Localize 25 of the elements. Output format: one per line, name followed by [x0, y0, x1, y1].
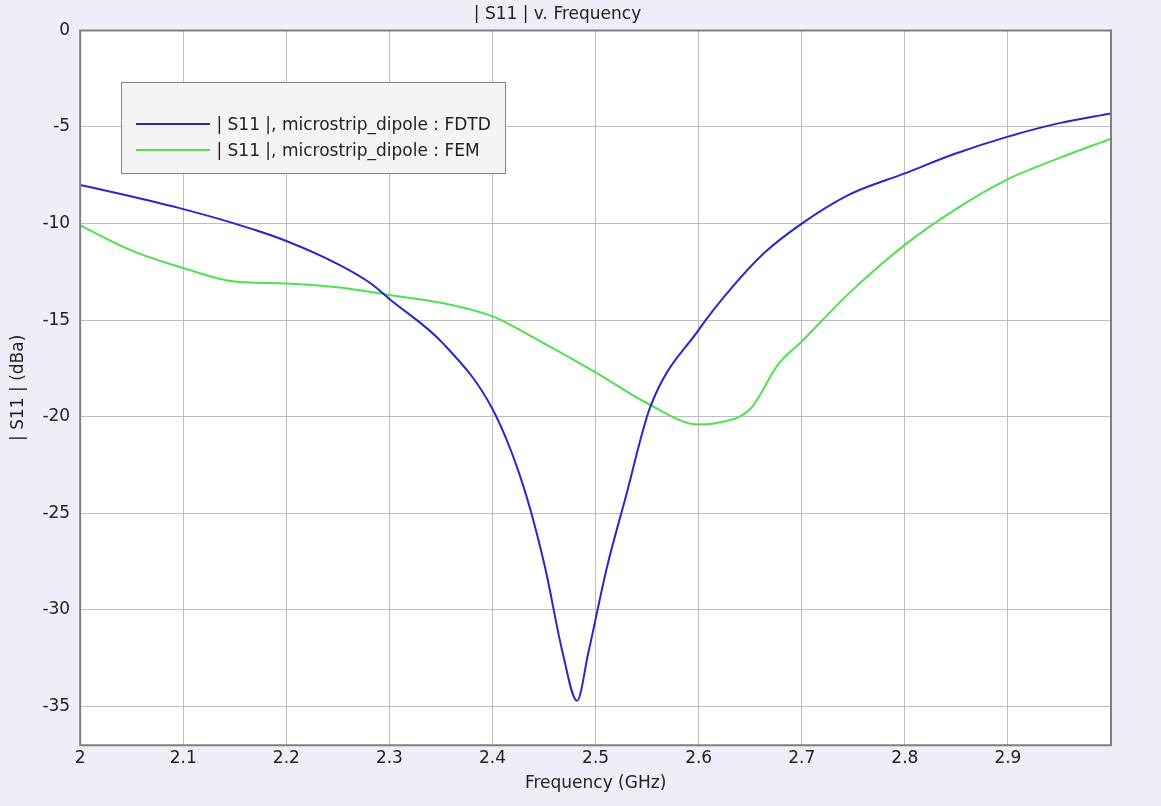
line-series — [80, 137, 1111, 426]
x-tick-label: 2.1 — [169, 746, 197, 767]
y-tick-label: -35 — [42, 694, 71, 715]
x-tick-label: 2.9 — [994, 746, 1022, 767]
x-tick-label: 2.3 — [375, 746, 403, 767]
y-tick-label: -30 — [42, 598, 71, 619]
x-tick-label: 2.4 — [478, 746, 507, 767]
x-tick-label: 2.6 — [685, 746, 713, 767]
y-tick-label: -10 — [42, 212, 71, 233]
line-series — [80, 112, 1111, 702]
chart-title: | S11 | v. Frequency — [473, 2, 642, 23]
y-tick-label: -5 — [53, 115, 71, 136]
y-tick-label: -15 — [42, 308, 71, 329]
x-tick-label: 2.7 — [788, 746, 816, 767]
x-tick-label: 2.2 — [272, 746, 300, 767]
y-tick-label: 0 — [59, 18, 71, 39]
x-tick-label: 2 — [74, 746, 86, 767]
y-tick-label: -20 — [42, 405, 71, 426]
y-axis-title: | S11 | (dBa) — [6, 334, 27, 441]
y-tick-label: -25 — [42, 501, 71, 522]
x-tick-label: 2.5 — [582, 746, 610, 767]
legend-label: | S11 |, microstrip_dipole : FEM — [216, 140, 480, 161]
x-axis-title: Frequency (GHz) — [524, 772, 667, 793]
legend-label: | S11 |, microstrip_dipole : FDTD — [216, 114, 491, 135]
x-tick-label: 2.8 — [891, 746, 919, 767]
